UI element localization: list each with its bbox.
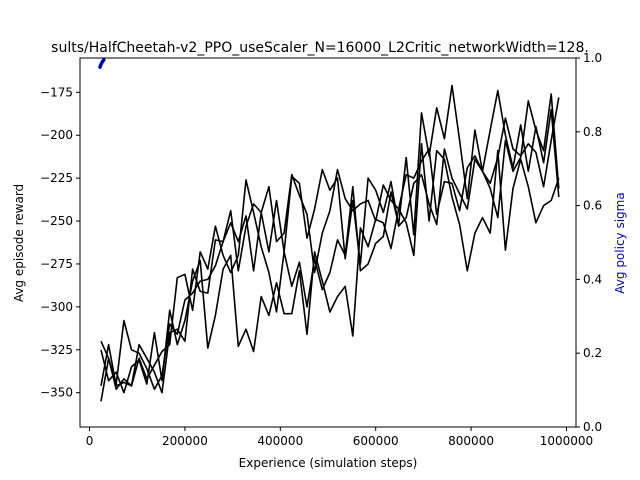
y-tick-label: −350	[40, 386, 73, 400]
x-tick-label: 1000000	[540, 434, 593, 448]
plot-frame	[79, 57, 577, 428]
y2-tick-label: 0.2	[583, 346, 602, 360]
chart-title: sults/HalfCheetah-v2_PPO_useScaler_N=160…	[51, 40, 589, 56]
y2-axis-label: Avg policy sigma	[613, 192, 627, 293]
x-axis: 0 200000 400000 600000 800000 1000000	[86, 427, 593, 448]
y2-tick-label: 0.6	[583, 199, 602, 213]
sigma-series-line	[98, 58, 106, 69]
plot-area	[98, 58, 560, 402]
y2-tick-label: 0.0	[583, 420, 602, 434]
y2-tick-label: 0.8	[583, 125, 602, 139]
y2-tick-label: 1.0	[583, 51, 602, 65]
reward-series-line-3	[100, 97, 560, 391]
reward-series-line-4	[100, 143, 560, 394]
x-tick-label: 200000	[162, 434, 208, 448]
x-tick-label: 800000	[448, 434, 494, 448]
x-axis-label: Experience (simulation steps)	[239, 456, 418, 470]
y-axis-label: Avg episode reward	[12, 184, 26, 302]
y-tick-label: −300	[40, 300, 73, 314]
y-tick-label: −175	[40, 85, 73, 99]
y-tick-label: −200	[40, 128, 73, 142]
y-tick-label: −225	[40, 171, 73, 185]
reward-series-line-2	[100, 84, 560, 394]
y2-tick-label: 0.4	[583, 272, 602, 286]
y-tick-label: −325	[40, 343, 73, 357]
x-tick-label: 600000	[353, 434, 399, 448]
x-tick-label: 0	[86, 434, 94, 448]
y-axis-right: 0.0 0.2 0.4 0.6 0.8 1.0	[576, 51, 602, 434]
reward-series-line-1	[100, 93, 560, 402]
y-tick-label: −275	[40, 257, 73, 271]
y-tick-label: −250	[40, 214, 73, 228]
x-tick-label: 400000	[257, 434, 303, 448]
y-axis-left: −350 −325 −300 −275 −250 −225 −200 −175	[40, 85, 80, 400]
